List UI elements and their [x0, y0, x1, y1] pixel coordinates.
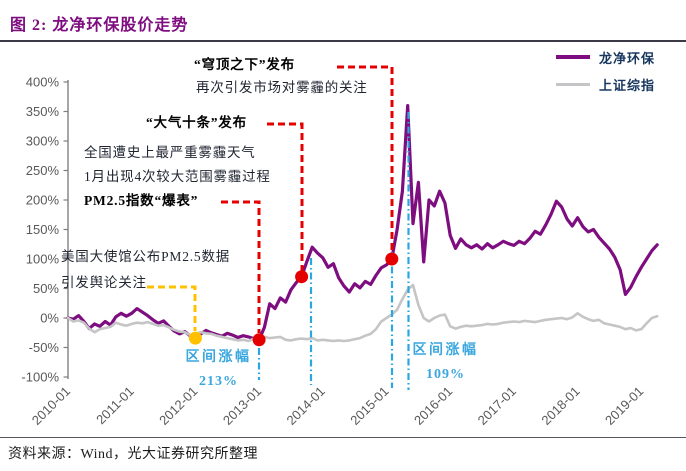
annotation-usa-line2: 引发舆论关注 [61, 275, 147, 290]
longjing-price-line [66, 103, 659, 342]
y-tick-label: 200% [26, 193, 60, 208]
x-tick-label: 2014-01 [284, 384, 328, 428]
chart-legend: 龙净环保 上证综指 [556, 49, 655, 103]
y-tick-label: 0% [40, 311, 59, 326]
source-divider [0, 437, 686, 438]
y-tick-label: -50% [29, 340, 60, 355]
event-connector-yellow [147, 285, 197, 331]
title-divider [0, 40, 686, 42]
range-gain-1: 区间涨幅 213% [166, 346, 271, 394]
legend-swatch-sse [556, 82, 590, 86]
annotation-smog-line2: 1月出现4次较大范围雾霾过程 [84, 169, 271, 184]
legend-item-sse: 上证综指 [556, 76, 656, 93]
x-tick-label: 2018-01 [538, 384, 582, 428]
source-note: 资料来源：Wind，光大证券研究所整理 [8, 447, 259, 462]
event-connector-red [337, 65, 394, 252]
figure-title: 图 2: 龙净环保股价走势 [10, 11, 188, 35]
annotation-usa-line1: 美国大使馆公布PM2.5数据 [61, 249, 231, 264]
y-tick-label: -100% [21, 370, 59, 385]
annotation-qiongding-sub: 再次引发市场对雾霾的关注 [196, 80, 368, 95]
figure-title-text: 龙净环保股价走势 [52, 17, 189, 34]
range-gain-1-label: 区间涨幅 [185, 350, 252, 365]
legend-label-longjing: 龙净环保 [599, 50, 656, 66]
event-dot [385, 252, 399, 266]
sse-index-line [66, 283, 659, 343]
figure-number: 图 2: [10, 17, 48, 34]
y-tick-label: 100% [26, 252, 60, 267]
event-dot [295, 270, 309, 284]
x-tick-label: 2010-01 [29, 384, 73, 428]
range-gain-2-value: 109% [426, 367, 465, 382]
annotation-smog-line1: 全国遭史上最严重雾霾天气 [84, 145, 256, 160]
y-tick-label: 400% [26, 75, 60, 90]
annotation-smog-line3: PM2.5指数“爆表” [84, 193, 199, 208]
event-connector-red [267, 122, 304, 271]
legend-label-sse: 上证综指 [599, 77, 656, 93]
y-tick-label: 50% [33, 281, 59, 296]
x-tick-label: 2011-01 [93, 384, 137, 428]
annotation-qiongding-title: “穹顶之下”发布 [194, 57, 295, 72]
y-tick-label: 250% [26, 163, 60, 178]
y-tick-label: 150% [26, 222, 60, 237]
x-tick-label: 2016-01 [411, 384, 455, 428]
y-tick-label: 300% [26, 134, 60, 149]
y-tick-label: 350% [26, 104, 60, 119]
event-dot [252, 333, 266, 347]
x-tick-label: 2019-01 [602, 384, 646, 428]
range-gain-2-label: 区间涨幅 [412, 343, 479, 358]
x-tick-label: 2015-01 [347, 384, 391, 428]
range-gain-1-value: 213% [199, 374, 238, 389]
range-gain-2: 区间涨幅 109% [398, 339, 493, 387]
x-tick-label: 2017-01 [475, 384, 519, 428]
event-dot [188, 331, 202, 345]
annotation-daqi-title: “大气十条”发布 [146, 115, 247, 130]
event-connector-red [221, 200, 261, 333]
legend-item-longjing: 龙净环保 [556, 49, 656, 66]
legend-swatch-longjing [556, 55, 590, 59]
